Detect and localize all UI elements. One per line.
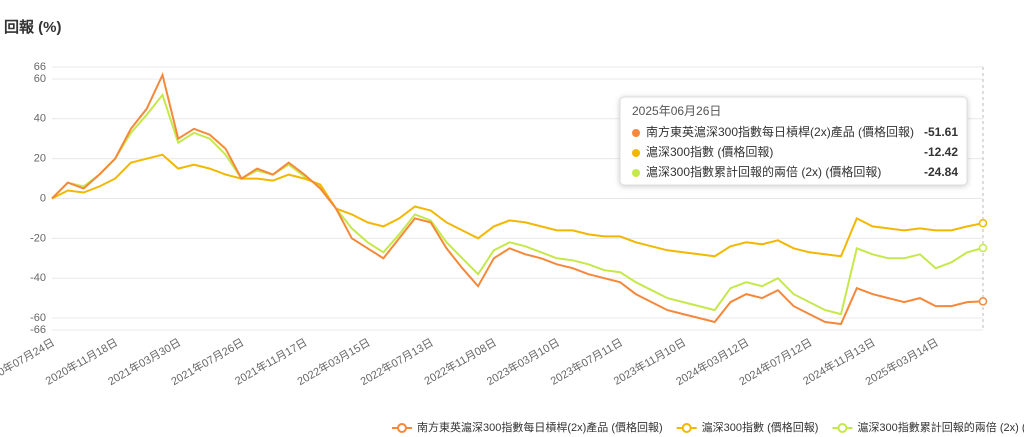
series-line [51, 153, 984, 258]
legend-marker [681, 423, 692, 433]
legend-marker [397, 423, 407, 433]
legend-label: 滬深300指數累計回報的兩倍 (2x) (價格回報) [857, 420, 1024, 434]
tooltip-marker [632, 129, 640, 137]
tooltip-name: 滬深300指數累計回報的兩倍 (2x) (價格回報) [646, 164, 881, 179]
legend-marker [837, 423, 848, 433]
y-tick-label: 20 [34, 153, 46, 165]
legend-label: 滬深300指數 (價格回報) [702, 420, 819, 434]
end-point [978, 243, 988, 253]
tooltip-name: 滬深300指數 (價格回報) [646, 144, 773, 159]
tooltip-name: 南方東英滬深300指數每日槓桿(2x)產品 (價格回報) [646, 124, 914, 139]
series-line [51, 72, 984, 326]
y-tick-label: 0 [40, 192, 46, 204]
tooltip-date: 2025年06月26日 [632, 104, 721, 118]
y-tick-label: -60 [30, 312, 46, 324]
y-tick-label: 60 [34, 73, 46, 85]
tooltip-box [619, 96, 968, 186]
tooltip-marker [632, 149, 640, 157]
tooltip-value: -24.84 [924, 165, 958, 179]
tooltip-marker [632, 169, 640, 177]
tooltip-value: -12.42 [924, 145, 958, 159]
y-tick-label: -20 [30, 232, 46, 244]
tooltip-value: -51.61 [924, 125, 958, 139]
y-tick-label: 66 [34, 61, 46, 73]
end-point [978, 218, 988, 228]
series-line [51, 92, 984, 316]
chart-title: 回報 (%) [4, 18, 62, 36]
end-point [978, 297, 988, 306]
y-tick-label: -40 [30, 272, 46, 284]
legend-label: 南方東英滬深300指數每日槓桿(2x)產品 (價格回報) [417, 420, 663, 434]
y-tick-label: -66 [30, 324, 46, 336]
y-tick-label: 40 [34, 113, 46, 125]
